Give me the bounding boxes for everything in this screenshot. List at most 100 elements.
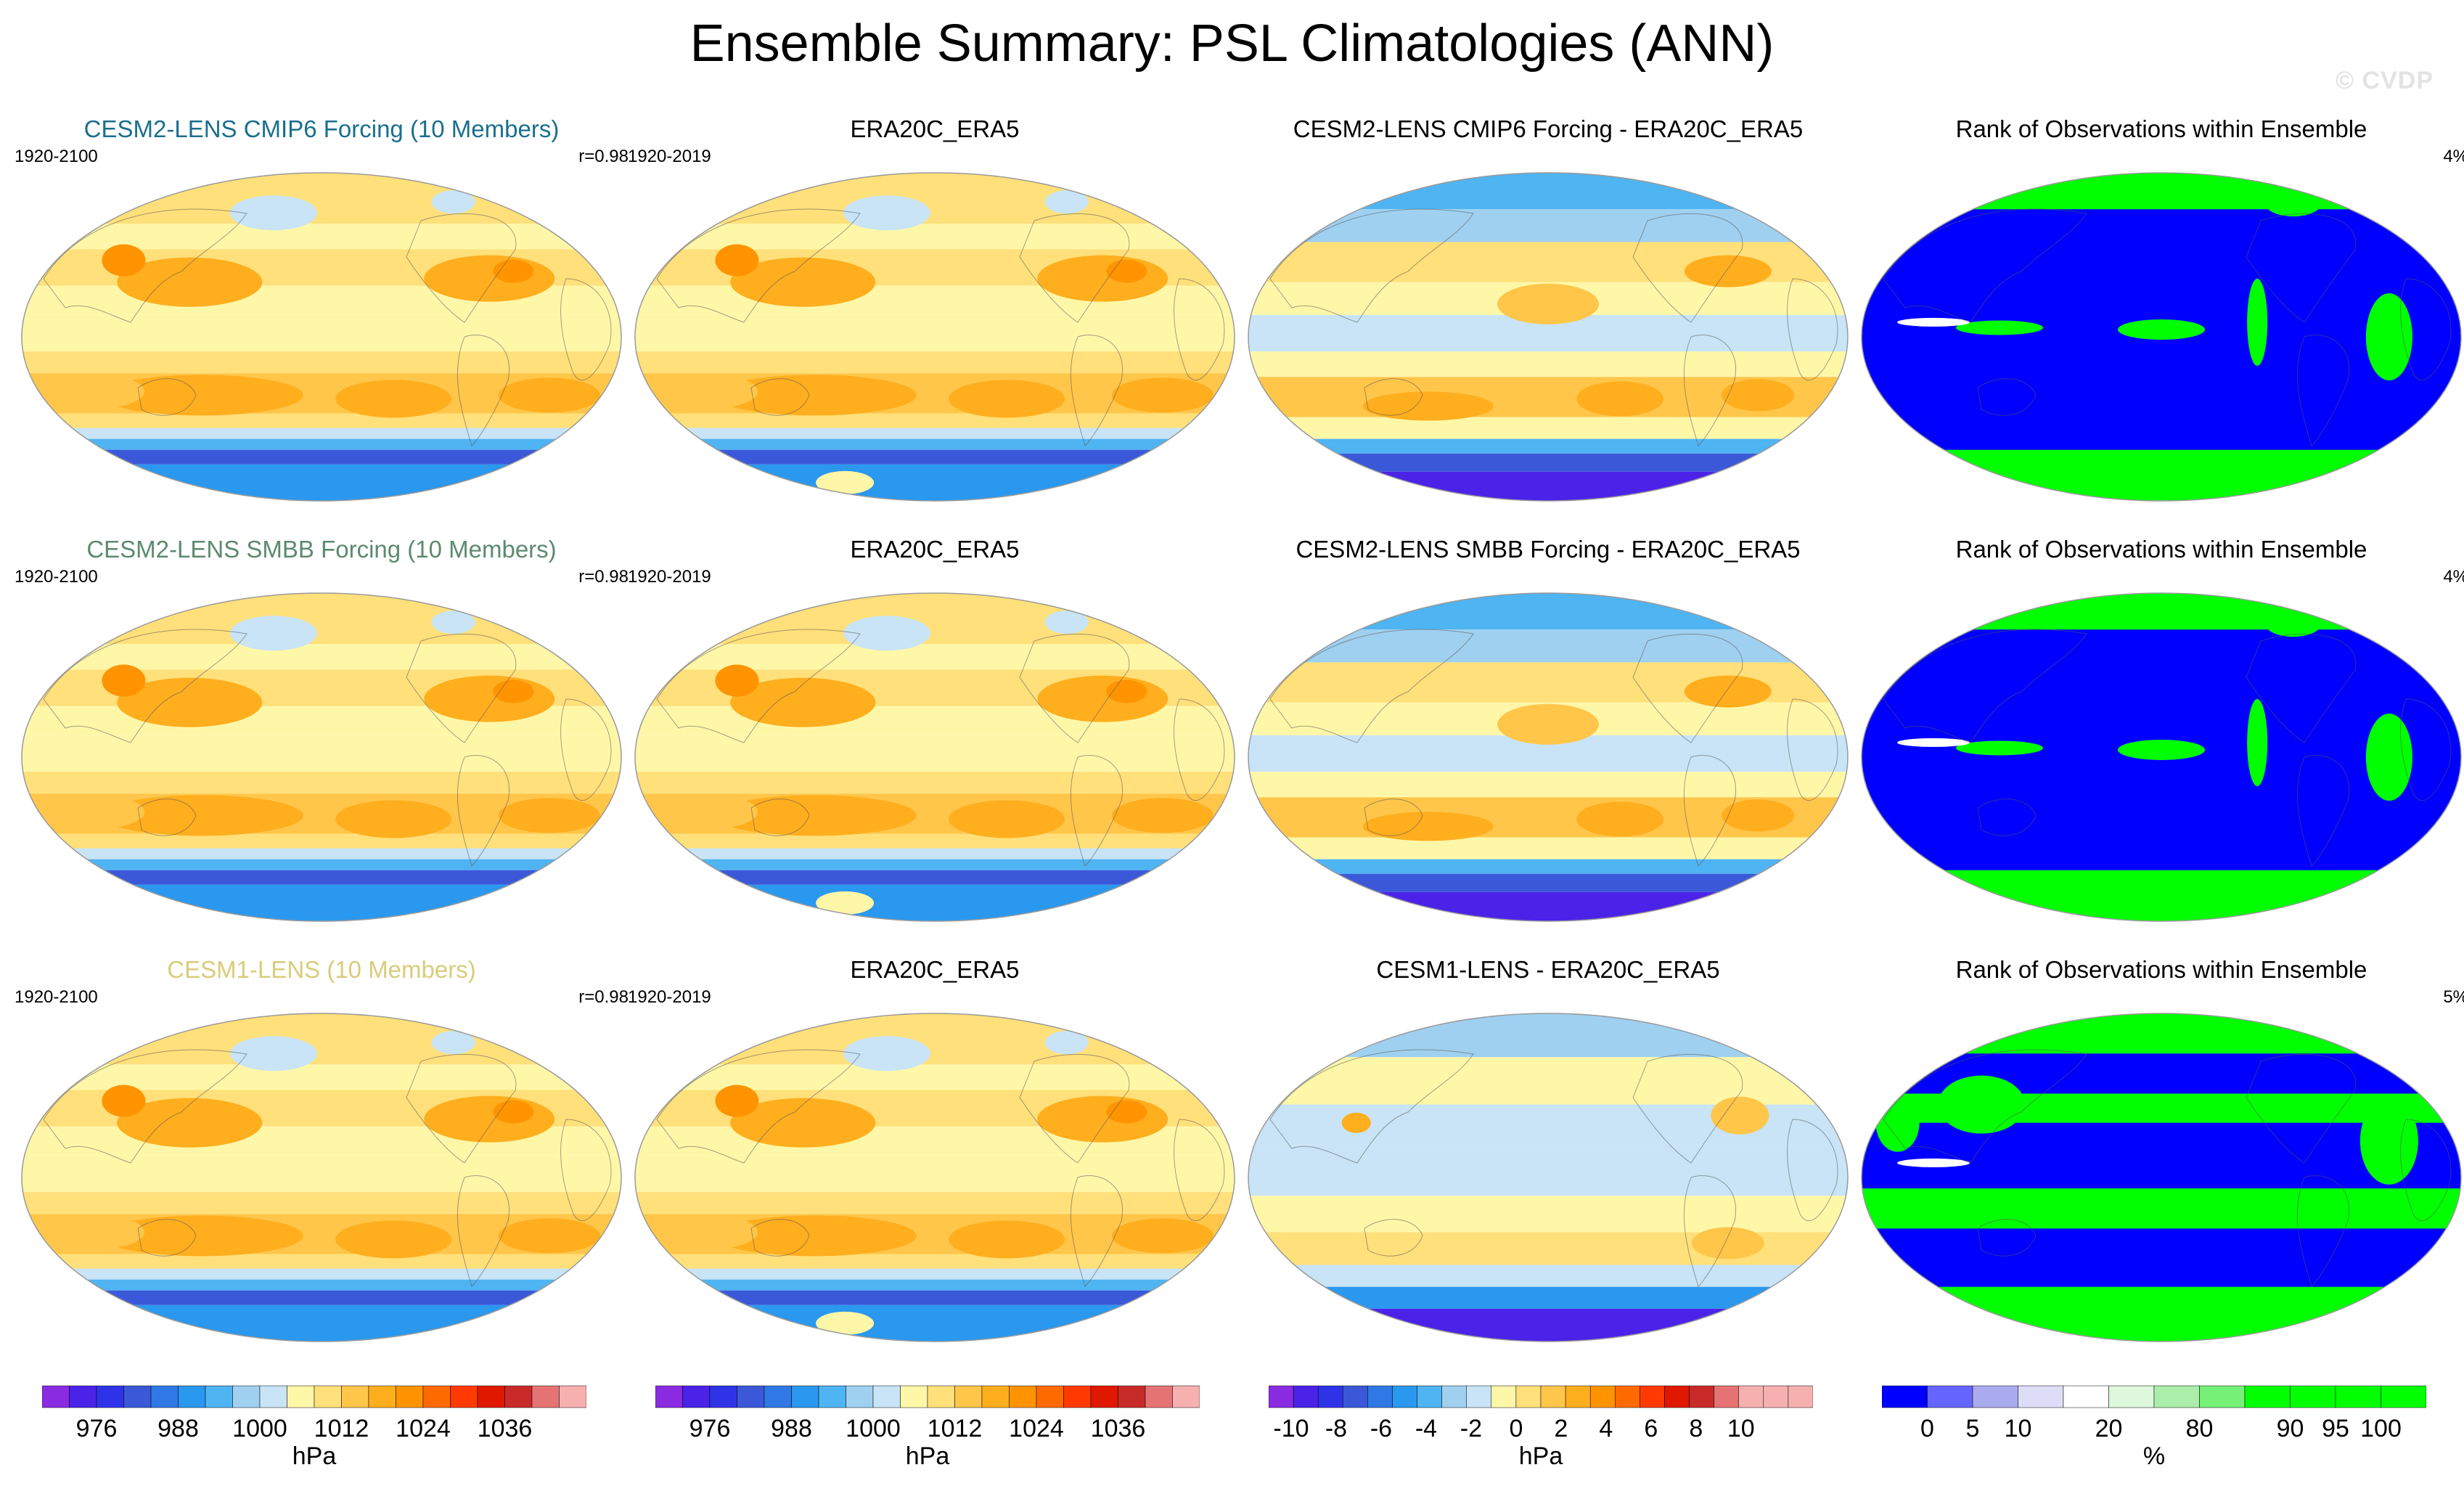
correlation-label: r=0.98 — [578, 987, 629, 1007]
rank-high-region — [1875, 1093, 1920, 1152]
coastline — [1364, 799, 1423, 836]
coastline — [1787, 1119, 1838, 1222]
coastline — [1883, 208, 2087, 323]
coastline — [1174, 1119, 1225, 1222]
coastline — [1787, 278, 1838, 381]
colorbar-swatch — [477, 1385, 505, 1408]
colorbar-tick-label: -6 — [1370, 1415, 1393, 1442]
colorbar-swatch — [2108, 1385, 2155, 1408]
colorbar-swatches — [42, 1385, 586, 1408]
colorbar-swatch — [2018, 1385, 2064, 1408]
coastline — [1632, 1053, 1743, 1164]
panel-title: ERA20C_ERA5 — [850, 536, 1020, 563]
difference-anomaly — [1711, 1096, 1769, 1135]
coastline — [1977, 378, 2037, 416]
panel-r3-diff: CESM1-LENS - ERA20C_ERA5 — [1241, 955, 1855, 1362]
psl-band — [635, 1254, 1235, 1269]
panel-r1-model: CESM2-LENS CMIP6 Forcing (10 Members) 19… — [15, 115, 629, 521]
colorbar-swatch — [368, 1385, 396, 1408]
psl-anomaly — [1106, 1100, 1147, 1124]
difference-anomaly — [1722, 379, 1795, 412]
psl-band — [22, 1155, 621, 1193]
colorbar-tick-label: -4 — [1415, 1415, 1438, 1442]
colorbar-swatch — [1491, 1385, 1517, 1408]
psl-band — [635, 428, 1235, 439]
colorbar-swatch — [818, 1385, 846, 1408]
panel-r1-diff: CESM2-LENS CMIP6 Forcing - ERA20C_ERA5 — [1241, 115, 1855, 521]
coastline — [1683, 1175, 1736, 1287]
psl-anomaly — [117, 1098, 263, 1148]
colorbar-swatch — [1763, 1385, 1789, 1408]
panel-r3-rank: Rank of Observations within Ensemble 5% — [1854, 955, 2464, 1362]
psl-band — [22, 870, 621, 885]
colorbar-tick-label: 8 — [1689, 1415, 1703, 1442]
colorbar-swatch — [1882, 1385, 1928, 1408]
rank-low-region — [1862, 1013, 2461, 1342]
rank-high-region — [1862, 593, 2461, 630]
colorbar-tick-label: -2 — [1460, 1415, 1483, 1442]
correlation-label: r=0.98 — [578, 147, 629, 166]
psl-anomaly — [656, 794, 758, 830]
difference-band — [1248, 1308, 1848, 1342]
psl-band — [635, 833, 1235, 849]
colorbar-tick-label: 10 — [1727, 1415, 1755, 1442]
colorbar-tick-label: 90 — [2276, 1415, 2304, 1442]
map-outline — [634, 592, 1235, 922]
colorbar-swatch — [450, 1385, 478, 1408]
psl-band — [22, 314, 621, 352]
colorbar-swatch — [287, 1385, 315, 1408]
colorbar-swatch — [1540, 1385, 1566, 1408]
rank-high-region — [2118, 739, 2205, 760]
map-outline — [1248, 172, 1849, 502]
colorbar-tick-label: 10 — [2004, 1415, 2032, 1442]
panel-title: ERA20C_ERA5 — [850, 115, 1020, 142]
coastline — [1883, 1049, 2087, 1164]
colorbar-swatch — [1293, 1385, 1319, 1408]
psl-anomaly — [1037, 255, 1168, 302]
psl-map — [21, 172, 622, 502]
psl-anomaly — [949, 1220, 1065, 1259]
psl-anomaly — [424, 255, 555, 302]
difference-band — [1248, 891, 1848, 921]
rank-high-region — [2247, 278, 2268, 366]
coastline — [457, 755, 509, 867]
psl-anomaly — [493, 679, 534, 703]
psl-anomaly — [816, 891, 875, 915]
psl-band — [22, 224, 621, 250]
coastline — [750, 378, 810, 416]
psl-band — [635, 314, 1235, 352]
psl-band — [635, 1155, 1235, 1193]
colorbar-tick-label: 988 — [771, 1415, 812, 1442]
psl-anomaly — [713, 795, 917, 836]
coastline — [1019, 213, 1130, 323]
psl-band — [635, 1268, 1235, 1280]
colorbar-swatches — [655, 1385, 1200, 1408]
coastline — [1883, 629, 2087, 743]
colorbar-swatch — [1714, 1385, 1739, 1408]
psl-band — [22, 1064, 621, 1090]
coastline — [43, 208, 247, 323]
panel-title: Rank of Observations within Ensemble — [1955, 536, 2367, 563]
difference-anomaly — [1497, 283, 1599, 324]
colorbar-swatch — [42, 1385, 70, 1408]
rank-high-region — [2247, 698, 2268, 786]
map-outline — [1861, 172, 2462, 502]
panel-r1-obs: ERA20C_ERA5 1920-2019 — [628, 115, 1242, 521]
psl-anomaly — [424, 1095, 555, 1143]
coastline — [1269, 629, 1474, 743]
difference-anomaly — [1497, 703, 1599, 745]
difference-anomaly — [1341, 1112, 1371, 1133]
psl-anomaly — [816, 470, 875, 494]
colorbar-swatch — [1927, 1385, 1973, 1408]
panel-r2-model: CESM2-LENS SMBB Forcing (10 Members) 192… — [15, 535, 629, 942]
difference-anomaly — [1490, 1156, 1606, 1169]
psl-anomaly — [713, 375, 917, 416]
colorbar-swatch — [1417, 1385, 1442, 1408]
difference-band — [1248, 453, 1848, 472]
coastline — [1977, 1219, 2037, 1257]
psl-band — [22, 593, 621, 645]
years-label: 1920-2019 — [628, 987, 711, 1007]
coastline — [1019, 633, 1130, 743]
coastline — [1269, 1049, 1474, 1164]
colorbar-swatch — [1738, 1385, 1764, 1408]
